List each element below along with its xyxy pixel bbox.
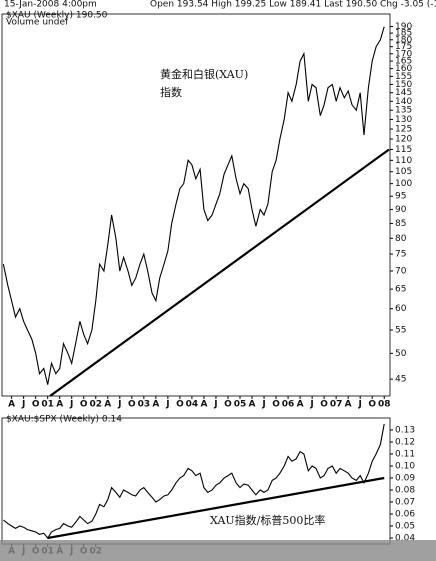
y-tick-label: 0.05 — [395, 522, 415, 532]
x-tick-label: J — [69, 400, 73, 410]
panel-title: $XAU (Weekly) 190.50 — [6, 11, 108, 21]
x-tick-label: O — [368, 400, 376, 410]
y-tick-label: 60 — [395, 304, 407, 314]
annotation: 黄金和白银(XAU) — [160, 67, 248, 81]
y-tick-label: 0.08 — [395, 486, 415, 496]
plot-frame — [1, 417, 391, 545]
y-tick-label: 170 — [395, 49, 412, 59]
y-tick-label: 115 — [395, 145, 412, 155]
y-tick-label: 135 — [395, 106, 412, 116]
x-tick-label: A — [56, 400, 63, 410]
y-tick-label: 175 — [395, 42, 412, 52]
y-tick-label: 0.12 — [395, 438, 415, 448]
trendline — [47, 476, 385, 540]
y-tick-label: 70 — [395, 266, 407, 276]
y-tick-label: 0.13 — [395, 426, 415, 436]
x-tick-label: A — [297, 400, 304, 410]
y-tick-label: 0.10 — [395, 462, 415, 472]
y-tick-label: 120 — [395, 135, 412, 145]
x-tick-label: 06 — [282, 400, 295, 410]
header-quote: Open 193.54 High 199.25 Low 189.41 Last … — [150, 0, 436, 10]
y-tick-label: 150 — [395, 80, 412, 90]
x-tick-label: O — [320, 400, 328, 410]
x-tick-label: O — [224, 400, 232, 410]
x-tick-label: 03 — [138, 400, 151, 410]
x-tick-label: A — [345, 400, 352, 410]
y-tick-label: 105 — [395, 167, 412, 177]
y-tick-label: 85 — [395, 219, 406, 229]
panel-title: $XAU:$SPX (Weekly) 0.14 — [6, 415, 122, 425]
x-tick-label: A — [200, 400, 207, 410]
y-tick-label: 180 — [395, 35, 412, 45]
legend: Volume undef — [6, 18, 69, 28]
x-tick-label: J — [358, 400, 362, 410]
header-date: 15-Jan-2008 4:00pm — [4, 0, 97, 10]
x-tick-label: J — [117, 400, 121, 410]
annotation: 指数 — [160, 85, 182, 99]
y-tick-label: 75 — [395, 250, 406, 260]
y-tick-label: 0.11 — [395, 450, 415, 460]
y-tick-label: 100 — [395, 179, 412, 189]
y-tick-label: 165 — [395, 57, 412, 67]
x-tick-label: 08 — [378, 400, 391, 410]
trendline — [49, 148, 390, 397]
y-tick-label: 0.06 — [395, 510, 415, 520]
x-tick-label: O — [80, 400, 88, 410]
y-tick-label: 90 — [395, 205, 407, 215]
y-tick-label: 55 — [395, 325, 406, 335]
x-tick-label: J — [261, 400, 265, 410]
y-tick-label: 50 — [395, 349, 407, 359]
watermark-bar — [0, 540, 436, 561]
y-tick-label: 160 — [395, 64, 412, 74]
y-tick-label: 65 — [395, 285, 406, 295]
y-tick-label: 130 — [395, 115, 412, 125]
price-line — [3, 423, 385, 539]
x-tick-label: A — [152, 400, 159, 410]
x-tick-label: 02 — [89, 400, 102, 410]
y-tick-label: 155 — [395, 72, 412, 82]
y-tick-label: 145 — [395, 88, 412, 98]
y-tick-label: 110 — [395, 156, 412, 166]
y-tick-label: 185 — [395, 29, 412, 39]
x-tick-label: J — [21, 400, 25, 410]
x-tick-label: 07 — [330, 400, 343, 410]
x-tick-label: O — [32, 400, 40, 410]
plot-frame — [1, 13, 391, 397]
x-tick-label: O — [128, 400, 136, 410]
x-tick-label: A — [249, 400, 256, 410]
x-tick-label: J — [213, 400, 217, 410]
y-tick-label: 125 — [395, 125, 412, 135]
x-tick-label: 04 — [186, 400, 199, 410]
x-tick-label: J — [165, 400, 169, 410]
y-tick-label: 80 — [395, 234, 407, 244]
x-tick-label: A — [8, 400, 15, 410]
price-line — [2, 26, 385, 385]
x-tick-label: 01 — [41, 400, 54, 410]
y-tick-label: 45 — [395, 375, 406, 385]
annotation: XAU指数/标普500比率 — [210, 513, 325, 527]
y-tick-label: 140 — [395, 97, 412, 107]
y-tick-label: 95 — [395, 192, 406, 202]
y-tick-label: 190 — [395, 22, 412, 32]
x-tick-label: O — [176, 400, 184, 410]
x-tick-label: J — [309, 400, 313, 410]
y-tick-label: 0.09 — [395, 474, 415, 484]
x-tick-label: 05 — [234, 400, 247, 410]
y-tick-label: 0.07 — [395, 498, 415, 508]
y-tick-label: 0.04 — [395, 534, 415, 544]
x-tick-label: A — [104, 400, 111, 410]
x-tick-label: O — [272, 400, 280, 410]
